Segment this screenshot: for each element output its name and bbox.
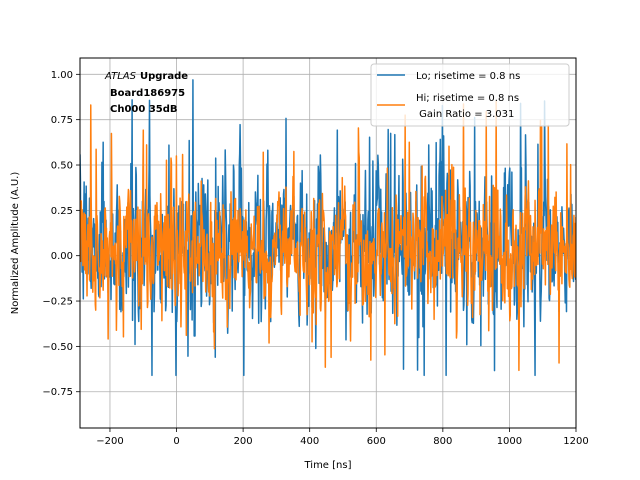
legend-box	[370, 63, 570, 127]
x-tick-label: 200	[234, 436, 253, 447]
series-line-hi	[80, 100, 576, 372]
x-axis: −200 0 200 400 600 800 1000 1200	[96, 428, 589, 447]
series-group	[80, 79, 576, 377]
legend-label-lo: Lo; risetime = 0.8 ns	[416, 71, 520, 82]
y-tick-label: −0.50	[42, 342, 73, 353]
annotation-upgrade: Upgrade	[140, 71, 188, 82]
x-axis-label: Time [ns]	[303, 460, 351, 471]
x-tick-label: 600	[367, 436, 386, 447]
annotation-line3: Ch000 35dB	[110, 104, 178, 115]
y-tick-label: 0.75	[51, 115, 73, 126]
plot-frame	[79, 57, 577, 429]
annotation-line2: Board186975	[110, 88, 185, 99]
annotation-line1: ATLAS Upgrade	[104, 71, 188, 82]
x-tick-label: 1000	[497, 436, 522, 447]
annotation: ATLAS Upgrade Board186975 Ch000 35dB	[104, 71, 188, 115]
x-tick-label: 400	[300, 436, 319, 447]
y-tick-label: −0.75	[42, 387, 73, 398]
y-tick-label: 0.00	[51, 251, 73, 262]
y-axis-label: Normalized Amplitude (A.U.)	[10, 172, 21, 315]
x-tick-label: 800	[433, 436, 452, 447]
y-tick-label: 0.25	[51, 206, 73, 217]
y-tick-label: 0.50	[51, 161, 73, 172]
y-tick-label: −0.25	[42, 297, 73, 308]
y-axis: −0.75 −0.50 −0.25 0.00 0.25 0.50 0.75 1.00	[42, 70, 80, 398]
legend-label-hi-gain: Gain Ratio = 3.031	[416, 109, 514, 120]
legend-label-hi: Hi; risetime = 0.8 ns	[416, 93, 519, 104]
x-tick-label: −200	[96, 436, 123, 447]
x-tick-label: 1200	[563, 436, 588, 447]
y-tick-label: 1.00	[51, 70, 73, 81]
x-tick-label: 0	[173, 436, 179, 447]
annotation-atlas: ATLAS	[104, 71, 137, 82]
legend: Lo; risetime = 0.8 ns Hi; risetime = 0.8…	[370, 63, 570, 127]
